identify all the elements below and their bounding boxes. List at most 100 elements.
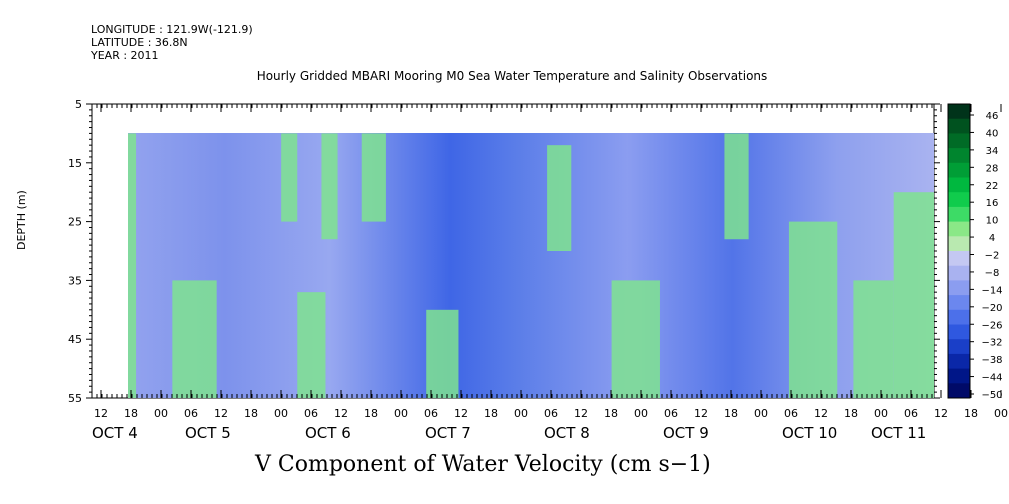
colorbar-frame [947, 103, 971, 399]
green-patch-0 [128, 133, 137, 398]
longitude-label: LONGITUDE : 121.9W(-121.9) [91, 23, 253, 36]
green-patch-6 [426, 309, 459, 398]
colorbar-label: 34 [986, 146, 999, 157]
hour-tick-label: 06 [424, 407, 438, 420]
colorbar-swatch [948, 133, 970, 149]
day-label: OCT 4 [92, 424, 138, 442]
hour-tick-label: 12 [934, 407, 948, 420]
hour-tick-label: 12 [694, 407, 708, 420]
colorbar-label: 10 [986, 216, 999, 227]
hour-tick-label: 06 [544, 407, 558, 420]
hour-tick-label: 00 [394, 407, 408, 420]
hour-tick-label: 00 [994, 407, 1008, 420]
year-label: YEAR : 2011 [91, 49, 159, 62]
y-axis-label: DEPTH (m) [15, 190, 28, 250]
colorbar-label: −14 [981, 285, 1002, 296]
colorbar-swatch [948, 265, 970, 281]
colorbar-label: −44 [981, 373, 1002, 384]
green-patch-5 [361, 133, 386, 222]
y-tick-label: 25 [68, 216, 82, 229]
colorbar-swatch [948, 206, 970, 223]
hour-tick-label: 00 [874, 407, 888, 420]
green-patch-1 [172, 280, 217, 398]
colorbar-label: 40 [986, 128, 999, 139]
colorbar-swatch [948, 104, 970, 120]
colorbar-label: −8 [985, 268, 1000, 279]
green-patch-12 [893, 192, 934, 398]
green-patch-8 [611, 280, 660, 398]
hour-tick-label: 18 [724, 407, 738, 420]
day-label: OCT 10 [782, 424, 837, 442]
y-tick-label: 15 [68, 157, 82, 170]
day-label: OCT 7 [425, 424, 471, 442]
hour-tick-label: 12 [214, 407, 228, 420]
colorbar-label: −50 [981, 390, 1002, 401]
hour-tick-label: 00 [754, 407, 768, 420]
colorbar-swatch [948, 339, 970, 355]
hour-tick-label: 12 [334, 407, 348, 420]
hour-tick-label: 18 [604, 407, 618, 420]
latitude-label: LATITUDE : 36.8N [91, 36, 188, 49]
hour-tick-label: 06 [784, 407, 798, 420]
green-patch-11 [853, 280, 894, 398]
variable-title: V Component of Water Velocity (cm s−1) [255, 452, 711, 477]
colorbar-swatch [948, 162, 970, 178]
day-label: OCT 6 [305, 424, 351, 442]
green-patch-10 [788, 221, 838, 398]
hour-tick-label: 00 [274, 407, 288, 420]
colorbar-swatch [948, 118, 970, 134]
hour-tick-label: 12 [574, 407, 588, 420]
colorbar-swatch [948, 353, 970, 370]
hour-tick-label: 06 [904, 407, 918, 420]
colorbar-label: 4 [989, 233, 995, 244]
green-patch-4 [321, 133, 338, 240]
colorbar-swatch [948, 177, 970, 193]
green-patch-2 [281, 133, 298, 222]
hour-tick-label: 18 [364, 407, 378, 420]
day-label: OCT 9 [663, 424, 709, 442]
green-patch-3 [297, 292, 326, 398]
green-patch-9 [724, 133, 749, 240]
y-tick-label: 5 [75, 98, 82, 111]
hour-tick-label: 00 [514, 407, 528, 420]
colorbar-label: −20 [981, 303, 1002, 314]
hour-tick-label: 18 [484, 407, 498, 420]
colorbar-swatch [948, 221, 970, 237]
colorbar-label: −38 [981, 355, 1002, 366]
hour-tick-label: 00 [634, 407, 648, 420]
day-label: OCT 11 [871, 424, 926, 442]
hour-tick-label: 06 [304, 407, 318, 420]
colorbar-swatch [948, 251, 970, 267]
colorbar-swatch [948, 148, 970, 164]
colorbar-swatch [948, 383, 970, 399]
colorbar-label: −2 [985, 251, 1000, 262]
colorbar-swatch [948, 192, 970, 208]
colorbar-swatch [948, 309, 970, 325]
y-tick-label: 55 [68, 392, 82, 405]
hour-tick-label: 12 [454, 407, 468, 420]
y-tick-label: 35 [68, 274, 82, 287]
colorbar-label: −26 [981, 320, 1002, 331]
colorbar-label: 22 [986, 181, 999, 192]
hour-tick-label: 18 [964, 407, 978, 420]
colorbar-swatch [948, 368, 970, 384]
colorbar-label: −32 [981, 338, 1002, 349]
hour-tick-label: 18 [844, 407, 858, 420]
day-label: OCT 8 [544, 424, 590, 442]
hour-tick-label: 00 [154, 407, 168, 420]
hour-tick-label: 12 [814, 407, 828, 420]
hour-tick-label: 06 [664, 407, 678, 420]
colorbar-swatch [948, 280, 970, 296]
hour-tick-label: 06 [184, 407, 198, 420]
hour-tick-label: 18 [244, 407, 258, 420]
colorbar-swatch [948, 295, 970, 311]
hour-tick-label: 18 [124, 407, 138, 420]
hour-tick-label: 12 [94, 407, 108, 420]
y-tick-label: 45 [68, 333, 82, 346]
colorbar-label: 28 [986, 163, 999, 174]
colorbar-swatch [948, 236, 970, 252]
colorbar-label: 46 [986, 111, 999, 122]
plot-title: Hourly Gridded MBARI Mooring M0 Sea Wate… [256, 69, 768, 83]
green-patch-7 [547, 145, 572, 251]
